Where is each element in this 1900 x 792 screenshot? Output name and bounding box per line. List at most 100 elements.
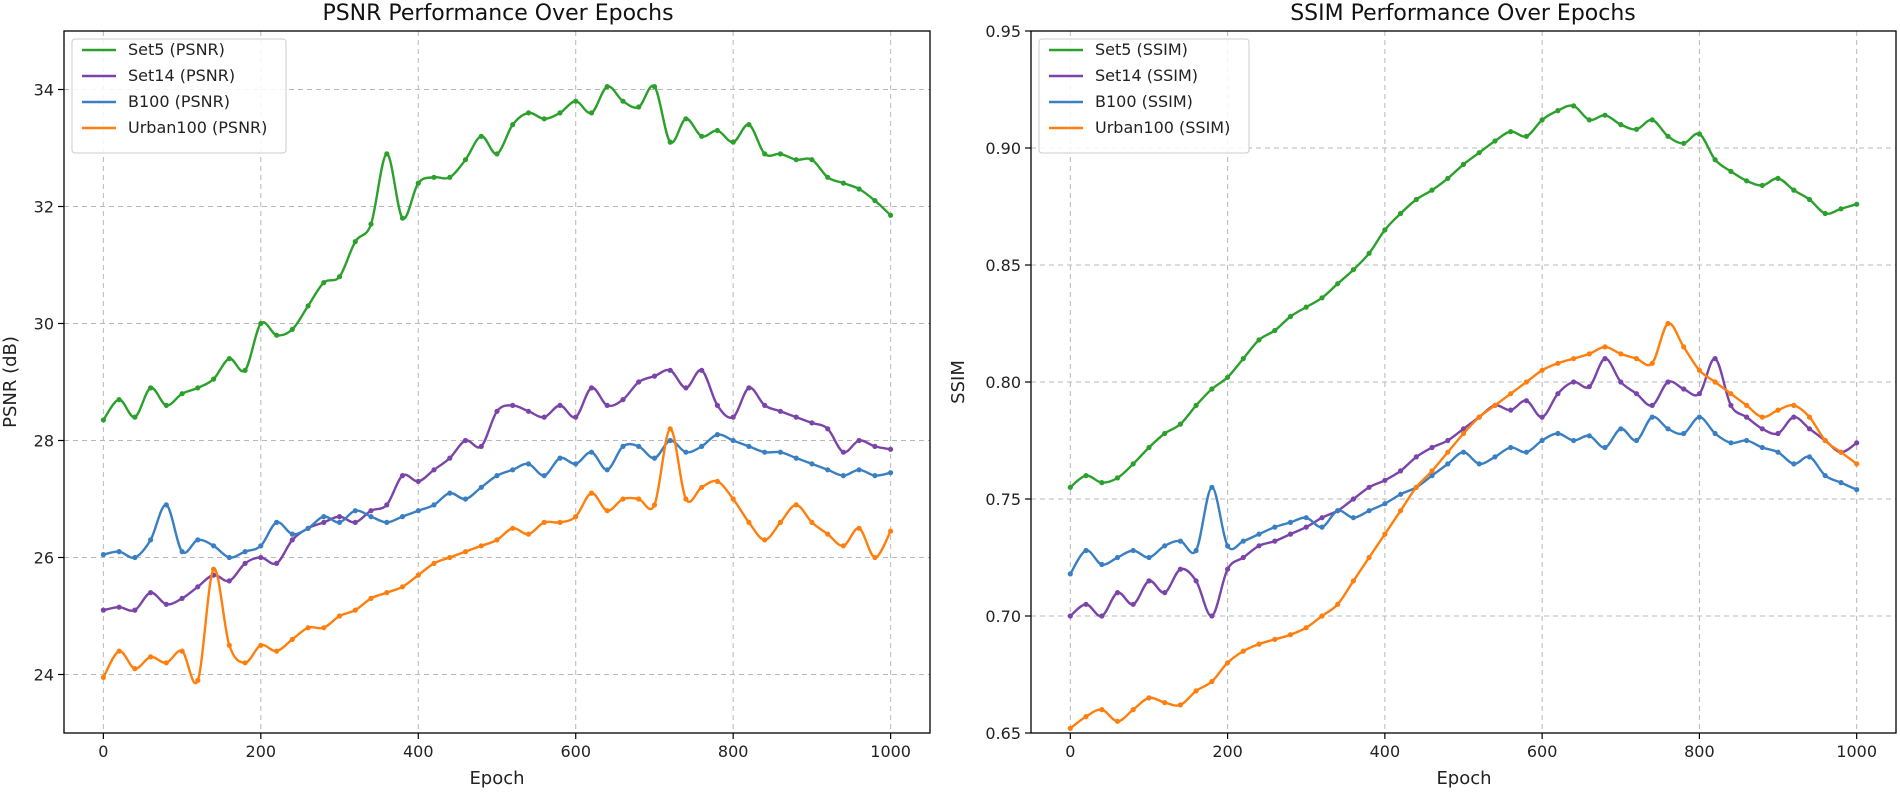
- ssim-point-urban100: [1586, 351, 1592, 357]
- psnr-point-set14: [604, 402, 610, 408]
- psnr-point-set5: [478, 133, 484, 139]
- ssim-point-set5: [1177, 421, 1183, 427]
- psnr-point-set5: [289, 326, 295, 332]
- ssim-point-urban100: [1162, 700, 1168, 706]
- ssim-point-set5: [1287, 313, 1294, 320]
- ssim-point-urban100: [1744, 402, 1750, 408]
- ssim-point-b100: [1209, 484, 1215, 490]
- ssim-point-set5: [1099, 480, 1105, 486]
- psnr-point-urban100: [541, 519, 547, 526]
- ssim-point-set5: [1602, 112, 1608, 118]
- ssim-point-set14: [1665, 379, 1671, 385]
- psnr-point-set14: [494, 408, 500, 414]
- ssim-point-set14: [1571, 379, 1577, 385]
- psnr-point-set14: [888, 446, 894, 452]
- psnr-point-set14: [195, 584, 201, 590]
- psnr-point-set14: [289, 537, 295, 543]
- psnr-y-tick-label: 24: [34, 666, 54, 685]
- ssim-point-b100: [1130, 547, 1136, 554]
- ssim-point-b100: [1712, 430, 1718, 437]
- psnr-point-b100: [683, 449, 689, 455]
- ssim-point-set5: [1240, 356, 1246, 362]
- psnr-point-set14: [651, 373, 658, 379]
- psnr-point-set5: [730, 139, 736, 145]
- psnr-legend-label-set5: Set5 (PSNR): [128, 40, 225, 59]
- ssim-point-set14: [1806, 426, 1813, 432]
- psnr-point-set14: [872, 443, 878, 449]
- psnr-point-set14: [636, 379, 642, 385]
- psnr-point-b100: [352, 508, 358, 514]
- psnr-point-set5: [274, 332, 280, 338]
- psnr-point-set5: [226, 356, 232, 362]
- psnr-point-b100: [211, 543, 217, 549]
- ssim-point-b100: [1791, 461, 1797, 467]
- psnr-point-urban100: [730, 496, 736, 502]
- psnr-point-set14: [226, 578, 232, 584]
- ssim-point-b100: [1460, 449, 1467, 455]
- psnr-plot-frame: [63, 30, 931, 734]
- psnr-y-tick-label: 30: [34, 315, 54, 334]
- psnr-point-b100: [132, 554, 138, 561]
- psnr-point-urban100: [274, 648, 280, 654]
- psnr-point-urban100: [415, 572, 421, 578]
- psnr-point-set14: [132, 607, 138, 613]
- psnr-point-b100: [415, 508, 421, 514]
- psnr-point-set5: [368, 221, 374, 227]
- ssim-point-set14: [1633, 391, 1640, 397]
- psnr-point-set5: [384, 151, 390, 157]
- ssim-point-set5: [1696, 131, 1702, 137]
- psnr-point-set5: [777, 151, 784, 157]
- psnr-point-b100: [588, 449, 595, 455]
- psnr-point-b100: [793, 455, 799, 461]
- psnr-x-tick-label: 200: [246, 742, 277, 761]
- ssim-point-set14: [1177, 566, 1183, 572]
- psnr-point-set5: [132, 414, 138, 420]
- psnr-point-b100: [431, 502, 437, 508]
- psnr-point-set5: [447, 174, 453, 180]
- psnr-point-urban100: [242, 660, 248, 666]
- ssim-point-set14: [1445, 437, 1451, 444]
- ssim-point-set5: [1146, 444, 1152, 451]
- psnr-point-set5: [856, 186, 862, 192]
- psnr-ticks: 0 200 400 600 800 1000 24 26 28 30 32 34: [34, 81, 911, 762]
- ssim-point-b100: [1633, 437, 1640, 444]
- ssim-point-urban100: [1209, 678, 1215, 685]
- ssim-point-set5: [1366, 250, 1372, 256]
- psnr-point-b100: [620, 443, 626, 449]
- ssim-point-b100: [1162, 543, 1168, 549]
- psnr-point-urban100: [116, 648, 122, 654]
- psnr-point-urban100: [809, 519, 815, 526]
- psnr-point-urban100: [573, 514, 579, 520]
- psnr-x-axis-label: Epoch: [469, 768, 524, 789]
- psnr-point-b100: [872, 473, 878, 479]
- psnr-point-set14: [825, 426, 831, 432]
- psnr-y-tick-label: 28: [34, 432, 54, 451]
- ssim-point-b100: [1838, 480, 1844, 486]
- psnr-point-set14: [856, 437, 862, 444]
- ssim-point-set14: [1539, 414, 1545, 420]
- ssim-point-set14: [1099, 613, 1105, 619]
- ssim-point-set14: [1398, 468, 1404, 474]
- psnr-chart: PSNR Performance Over Epochs 0 200 400 600 8…: [0, 1, 931, 789]
- psnr-legend: Set5 (PSNR) Set14 (PSNR) B100 (PSNR) Urban1…: [71, 38, 287, 154]
- psnr-point-set14: [478, 443, 484, 449]
- ssim-point-urban100: [1806, 414, 1813, 420]
- psnr-point-urban100: [494, 537, 500, 543]
- ssim-point-set5: [1822, 210, 1828, 217]
- ssim-point-b100: [1539, 437, 1545, 444]
- ssim-point-b100: [1256, 531, 1262, 537]
- ssim-point-b100: [1272, 524, 1278, 530]
- psnr-point-urban100: [651, 502, 658, 508]
- ssim-point-set5: [1649, 117, 1655, 123]
- psnr-point-set5: [258, 320, 264, 327]
- psnr-point-urban100: [321, 625, 327, 631]
- psnr-point-set14: [258, 554, 264, 561]
- ssim-point-urban100: [1445, 449, 1451, 455]
- ssim-y-tick-label: 0.65: [985, 724, 1021, 743]
- ssim-point-urban100: [1523, 379, 1529, 385]
- psnr-point-set5: [604, 84, 610, 90]
- ssim-point-b100: [1744, 437, 1750, 444]
- psnr-point-set14: [683, 385, 689, 391]
- ssim-point-b100: [1649, 414, 1655, 420]
